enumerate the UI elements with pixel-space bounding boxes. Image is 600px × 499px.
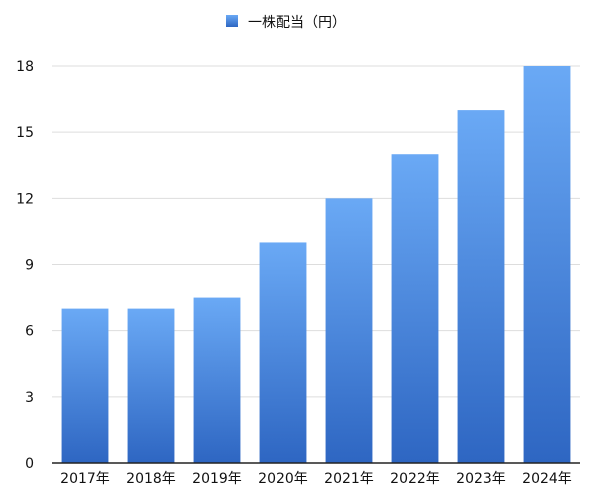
bar-2024年 (523, 66, 571, 463)
y-tick-label: 9 (25, 258, 34, 274)
x-axis: 2017年 2018年 2019年 2020年 2021年 2022年 2023年 2024年 (60, 471, 572, 487)
bar-2018年 (127, 308, 175, 463)
x-tick-label: 2023年 (456, 471, 506, 487)
legend-swatch (226, 15, 238, 27)
y-tick-label: 18 (16, 59, 34, 75)
bar-2017年 (61, 308, 109, 463)
legend-label: 一株配当（円） (248, 15, 346, 31)
x-tick-label: 2019年 (192, 471, 242, 487)
y-tick-label: 0 (25, 456, 34, 472)
bar-2022年 (391, 154, 439, 463)
x-tick-label: 2022年 (390, 471, 440, 487)
y-tick-label: 15 (16, 125, 34, 141)
bar-2020年 (259, 242, 307, 463)
bar-2021年 (325, 198, 373, 464)
y-tick-label: 3 (25, 390, 34, 406)
y-tick-label: 6 (25, 324, 34, 340)
bar-2023年 (457, 110, 505, 463)
x-tick-label: 2024年 (522, 471, 572, 487)
x-tick-label: 2020年 (258, 471, 308, 487)
x-tick-label: 2017年 (60, 471, 110, 487)
x-tick-label: 2018年 (126, 471, 176, 487)
bar-2019年 (193, 297, 241, 463)
y-axis: 0 3 6 9 12 15 18 (16, 59, 34, 472)
bars (61, 66, 571, 464)
legend: 一株配当（円） (226, 15, 346, 31)
x-tick-label: 2021年 (324, 471, 374, 487)
y-tick-label: 12 (16, 191, 34, 207)
